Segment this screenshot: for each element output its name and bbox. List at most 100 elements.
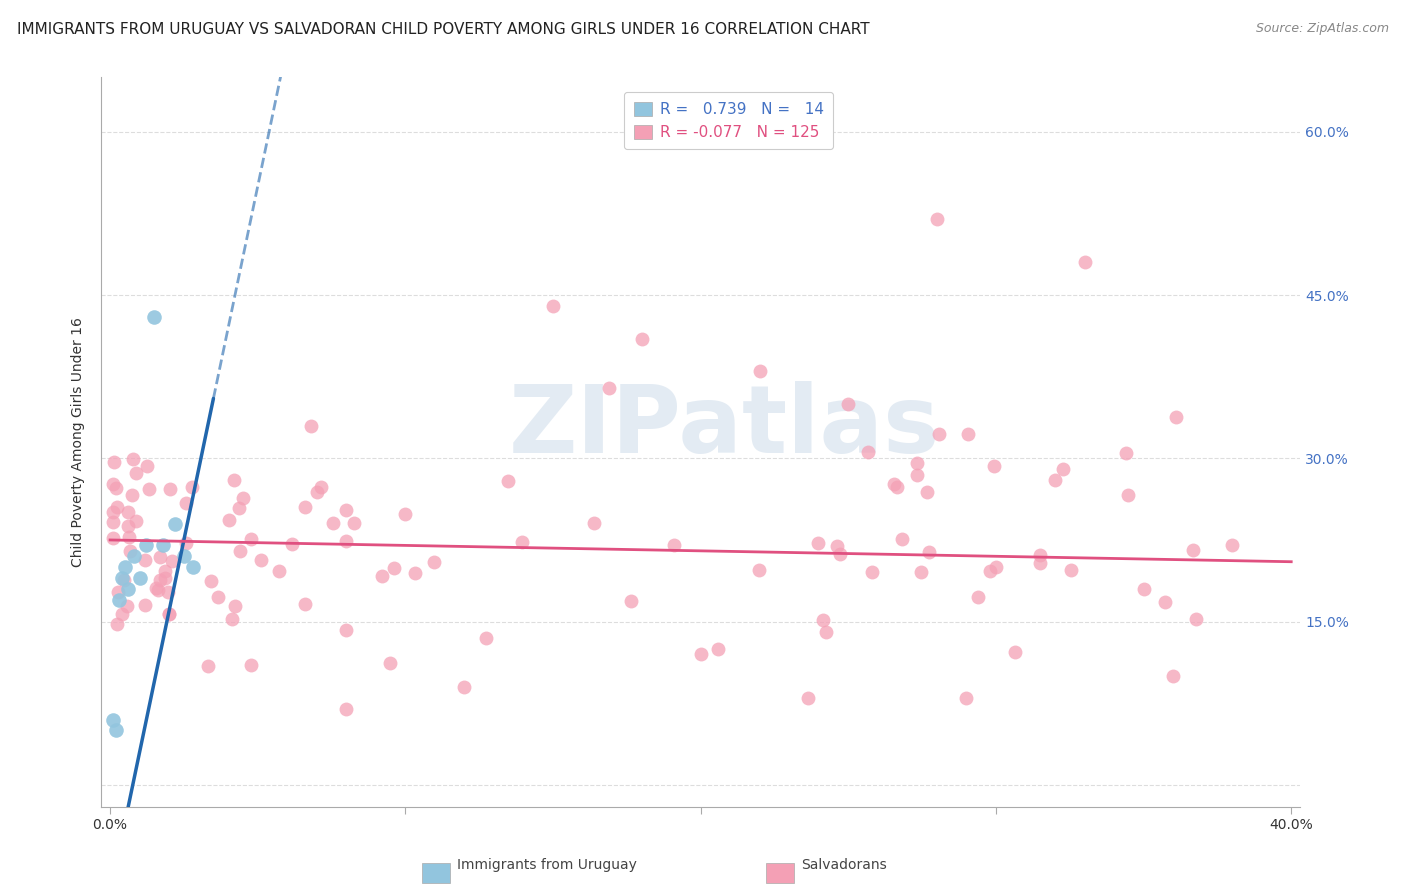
Point <box>1166 410 1188 425</box>
Point <box>197 658 219 673</box>
Point <box>156 585 179 599</box>
Point <box>956 427 979 442</box>
Point <box>105 616 128 631</box>
Point <box>105 482 128 496</box>
Point <box>309 480 332 494</box>
Point <box>915 484 938 499</box>
Point <box>371 569 394 583</box>
Point <box>107 500 129 514</box>
Point <box>1116 488 1139 502</box>
Point <box>748 364 770 378</box>
Point <box>134 553 156 567</box>
Point <box>1115 446 1137 460</box>
Point <box>797 690 820 705</box>
Point <box>181 480 204 494</box>
Point <box>883 477 905 491</box>
Point <box>1132 582 1154 596</box>
Point <box>138 482 160 496</box>
Point <box>322 516 344 530</box>
Point <box>918 545 941 559</box>
Point <box>335 533 357 548</box>
Point <box>250 553 273 567</box>
Point <box>221 612 243 626</box>
Point <box>173 549 195 564</box>
Point <box>905 456 928 470</box>
Point <box>860 565 883 579</box>
Point <box>394 508 416 522</box>
Point <box>662 538 685 552</box>
Point <box>103 455 125 469</box>
Point <box>104 723 127 738</box>
Point <box>453 680 475 694</box>
Point <box>117 518 139 533</box>
Point <box>1073 255 1095 269</box>
Point <box>891 533 914 547</box>
Point <box>207 590 229 604</box>
Point <box>1029 549 1052 563</box>
Point <box>117 530 139 544</box>
Point <box>423 555 446 569</box>
Point <box>510 535 533 549</box>
Point <box>630 332 652 346</box>
Point <box>955 690 977 705</box>
Point <box>910 565 932 579</box>
Point <box>101 505 124 519</box>
Point <box>967 591 990 605</box>
Point <box>124 466 146 480</box>
Point <box>103 531 125 545</box>
Point <box>807 536 830 550</box>
Point <box>101 515 124 529</box>
Point <box>149 573 172 587</box>
Point <box>110 607 132 621</box>
Point <box>163 516 186 531</box>
Point <box>239 533 262 547</box>
Point <box>146 582 169 597</box>
Point <box>496 475 519 489</box>
Point <box>115 599 138 613</box>
Point <box>1004 644 1026 658</box>
Point <box>153 571 176 585</box>
Point <box>181 560 204 574</box>
Point <box>1043 473 1066 487</box>
Text: Salvadorans: Salvadorans <box>801 858 887 872</box>
Point <box>128 571 150 585</box>
Point <box>1161 669 1184 683</box>
Point <box>145 581 167 595</box>
Point <box>1220 538 1243 552</box>
Point <box>984 560 1007 574</box>
Point <box>153 564 176 578</box>
Point <box>856 445 879 459</box>
Point <box>134 538 156 552</box>
Point <box>837 397 859 411</box>
Point <box>112 574 135 588</box>
Point <box>143 310 166 324</box>
Point <box>222 473 245 487</box>
Point <box>160 554 183 568</box>
Point <box>1185 612 1208 626</box>
Point <box>886 480 908 494</box>
Point <box>905 468 928 483</box>
Point <box>239 657 262 672</box>
Point <box>582 516 605 531</box>
Point <box>343 516 366 530</box>
Point <box>983 458 1005 473</box>
Point <box>125 514 148 528</box>
Point <box>108 592 131 607</box>
Point <box>111 571 134 585</box>
Point <box>121 488 143 502</box>
Point <box>136 458 159 473</box>
Point <box>148 550 170 565</box>
Point <box>118 544 141 558</box>
Point <box>814 625 837 640</box>
Point <box>157 607 180 621</box>
Point <box>117 505 139 519</box>
Point <box>335 623 357 637</box>
Point <box>114 560 136 574</box>
Point <box>281 537 304 551</box>
Text: IMMIGRANTS FROM URUGUAY VS SALVADORAN CHILD POVERTY AMONG GIRLS UNDER 16 CORRELA: IMMIGRANTS FROM URUGUAY VS SALVADORAN CH… <box>17 22 869 37</box>
Point <box>117 582 139 596</box>
Point <box>405 566 427 580</box>
Point <box>294 597 316 611</box>
Y-axis label: Child Poverty Among Girls Under 16: Child Poverty Among Girls Under 16 <box>72 317 86 567</box>
Text: Immigrants from Uruguay: Immigrants from Uruguay <box>457 858 637 872</box>
